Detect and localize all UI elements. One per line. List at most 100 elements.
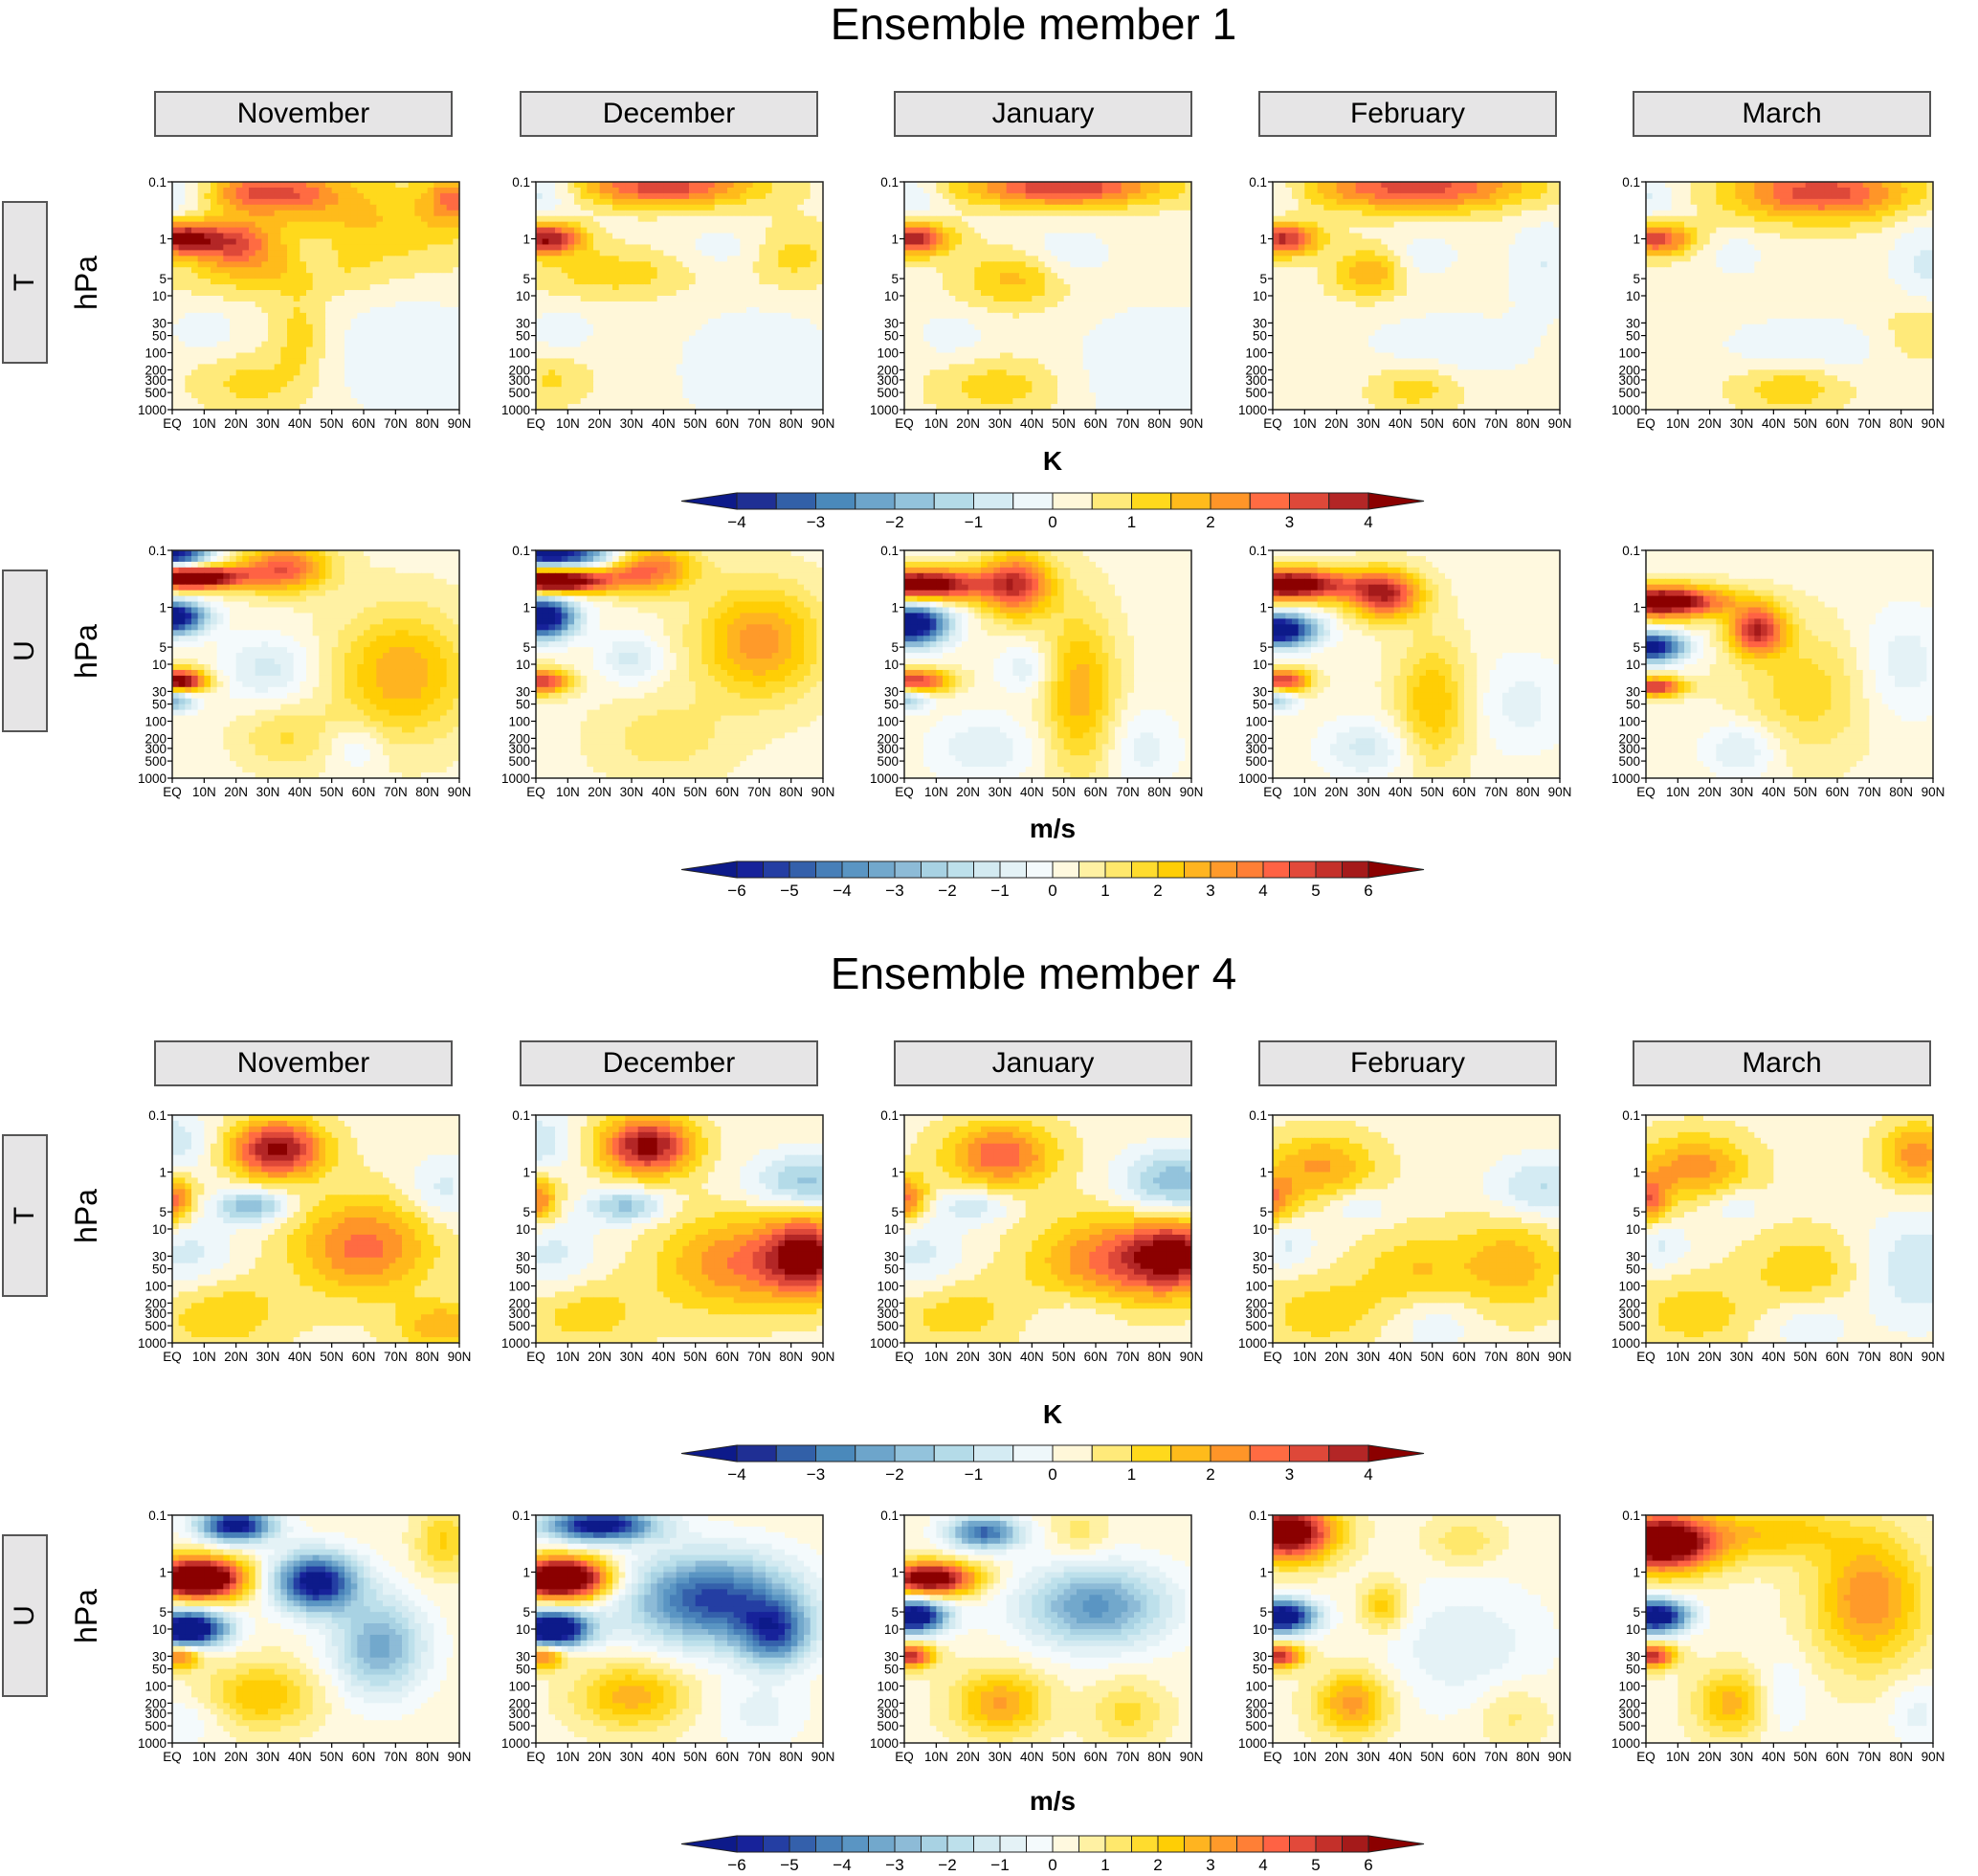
field-cell [574, 193, 581, 200]
field-cell [275, 392, 281, 399]
field-cell [727, 387, 734, 393]
field-cell [555, 284, 562, 291]
field-cell [275, 358, 281, 365]
field-cell [689, 222, 696, 229]
field-cell [230, 398, 236, 405]
field-cell [632, 392, 638, 399]
field-cell [612, 228, 619, 234]
field-cell [1064, 193, 1071, 200]
field-cell [249, 267, 256, 274]
field-cell [785, 256, 791, 262]
field-cell [701, 364, 708, 370]
field-cell [1122, 211, 1128, 217]
field-cell [955, 205, 962, 212]
field-cell [943, 182, 949, 189]
field-cell [911, 336, 918, 343]
field-cell [440, 239, 447, 246]
field-cell [351, 369, 358, 376]
field-cell [581, 188, 588, 194]
field-cell [1160, 239, 1167, 246]
field-cell [389, 211, 396, 217]
field-cell [1007, 267, 1013, 274]
field-cell [306, 392, 313, 399]
field-cell [223, 239, 230, 246]
field-cell [701, 381, 708, 388]
field-cell [1064, 290, 1071, 297]
field-cell [1057, 216, 1064, 223]
field-cell [1134, 250, 1141, 257]
field-cell [332, 369, 339, 376]
field-cell [344, 330, 351, 337]
field-cell [383, 342, 389, 348]
field-cell [433, 182, 440, 189]
field-cell [689, 353, 696, 360]
field-cell [325, 330, 332, 337]
field-cell [306, 307, 313, 314]
field-cell [1045, 228, 1052, 234]
field-cell [249, 284, 256, 291]
field-cell [708, 199, 715, 206]
field-cell [715, 375, 722, 382]
field-cell [1096, 182, 1102, 189]
field-cell [402, 261, 409, 268]
field-cell [204, 239, 211, 246]
field-cell [1038, 296, 1045, 302]
field-cell [370, 398, 377, 405]
field-cell [287, 256, 294, 262]
field-cell [663, 234, 670, 240]
field-cell [204, 319, 211, 325]
field-cell [1096, 336, 1102, 343]
field-cell [1019, 284, 1026, 291]
field-cell [930, 290, 937, 297]
field-cell [619, 205, 626, 212]
field-cell [567, 342, 574, 348]
field-cell [172, 307, 179, 314]
field-cell [287, 313, 294, 320]
field-cell [204, 324, 211, 331]
field-cell [179, 369, 186, 376]
field-cell [936, 279, 943, 285]
field-cell [657, 261, 664, 268]
field-cell [943, 330, 949, 337]
field-cell [370, 324, 377, 331]
field-cell [376, 284, 383, 291]
field-cell [1007, 182, 1013, 189]
field-cell [689, 228, 696, 234]
field-cell [428, 228, 434, 234]
field-cell [211, 193, 217, 200]
field-cell [402, 336, 409, 343]
field-cell [287, 364, 294, 370]
field-cell [955, 216, 962, 223]
field-cell [409, 336, 415, 343]
field-cell [587, 244, 593, 251]
field-cell [677, 342, 683, 348]
field-cell [785, 369, 791, 376]
field-cell [1160, 290, 1167, 297]
field-cell [344, 193, 351, 200]
field-cell [1077, 273, 1083, 279]
field-cell [1089, 284, 1096, 291]
field-cell [593, 244, 600, 251]
field-cell [791, 216, 798, 223]
field-cell [682, 398, 689, 405]
field-cell [1019, 234, 1026, 240]
field-cell [306, 313, 313, 320]
field-cell [696, 279, 702, 285]
field-cell [753, 392, 760, 399]
field-cell [389, 222, 396, 229]
field-cell [287, 381, 294, 388]
field-cell [351, 364, 358, 370]
field-cell [682, 358, 689, 365]
field-cell [612, 330, 619, 337]
field-cell [249, 324, 256, 331]
field-cell [968, 284, 975, 291]
field-cell [223, 188, 230, 194]
field-cell [670, 250, 677, 257]
field-cell [204, 188, 211, 194]
field-cell [734, 279, 741, 285]
field-cell [746, 296, 753, 302]
field-cell [581, 381, 588, 388]
field-cell [447, 307, 454, 314]
field-cell [708, 222, 715, 229]
field-cell [696, 381, 702, 388]
